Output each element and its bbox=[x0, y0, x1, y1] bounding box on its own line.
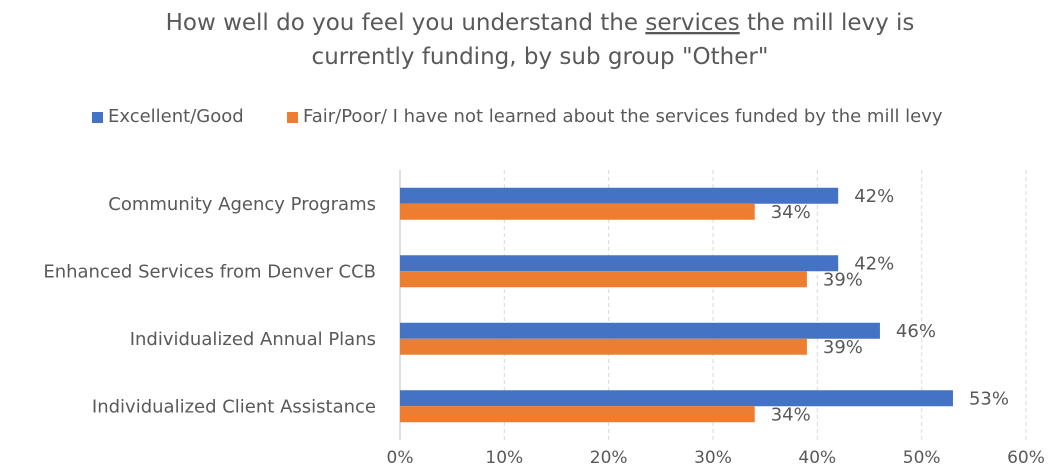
chart-title-line-1: How well do you feel you understand the … bbox=[166, 10, 915, 36]
x-tick-label-50: 50% bbox=[903, 448, 941, 468]
plot-area: 0% 10% 20% 30% 40% 50% 60% Community Agency Pro… bbox=[43, 170, 1045, 468]
data-label-individualized-client-assistance-series-0: 53% bbox=[969, 388, 1009, 409]
bar-enhanced-services-from-denver-ccb-series-1 bbox=[400, 271, 807, 288]
bar-individualized-client-assistance-series-0 bbox=[400, 390, 953, 407]
data-label-individualized-annual-plans-series-1: 39% bbox=[823, 337, 863, 358]
category-label-enhanced-services-from-denver-ccb: Enhanced Services from Denver CCB bbox=[43, 261, 376, 282]
category-label-individualized-client-assistance: Individualized Client Assistance bbox=[92, 396, 376, 417]
data-label-enhanced-services-from-denver-ccb-series-0: 42% bbox=[854, 253, 894, 274]
bar-enhanced-services-from-denver-ccb-series-0 bbox=[400, 255, 839, 272]
x-tick-label-10: 10% bbox=[485, 448, 523, 468]
bar-individualized-annual-plans-series-0 bbox=[400, 322, 880, 339]
legend-swatch-fair-poor bbox=[287, 112, 298, 123]
x-tick-label-0: 0% bbox=[387, 448, 414, 468]
x-tick-label-40: 40% bbox=[798, 448, 836, 468]
bar-community-agency-programs-series-1 bbox=[400, 203, 755, 220]
x-tick-label-30: 30% bbox=[694, 448, 732, 468]
bar-individualized-annual-plans-series-1 bbox=[400, 338, 807, 355]
data-label-enhanced-services-from-denver-ccb-series-1: 39% bbox=[823, 269, 863, 290]
data-label-individualized-annual-plans-series-0: 46% bbox=[896, 321, 936, 342]
data-label-community-agency-programs-series-0: 42% bbox=[854, 186, 894, 207]
data-label-community-agency-programs-series-1: 34% bbox=[771, 202, 811, 223]
chart-title-line-2: currently funding, by sub group "Other" bbox=[312, 44, 769, 70]
legend: Excellent/Good Fair/Poor/ I have not lea… bbox=[92, 106, 943, 127]
legend-label-fair-poor: Fair/Poor/ I have not learned about the … bbox=[303, 106, 943, 127]
legend-label-excellent-good: Excellent/Good bbox=[108, 106, 244, 127]
bar-individualized-client-assistance-series-1 bbox=[400, 406, 755, 423]
category-label-community-agency-programs: Community Agency Programs bbox=[108, 194, 376, 215]
chart-title: How well do you feel you understand the … bbox=[166, 10, 915, 70]
x-tick-label-60: 60% bbox=[1007, 448, 1045, 468]
data-label-individualized-client-assistance-series-1: 34% bbox=[771, 404, 811, 425]
category-label-individualized-annual-plans: Individualized Annual Plans bbox=[130, 329, 376, 350]
legend-swatch-excellent-good bbox=[92, 112, 103, 123]
bar-community-agency-programs-series-0 bbox=[400, 187, 839, 204]
x-tick-label-20: 20% bbox=[590, 448, 628, 468]
